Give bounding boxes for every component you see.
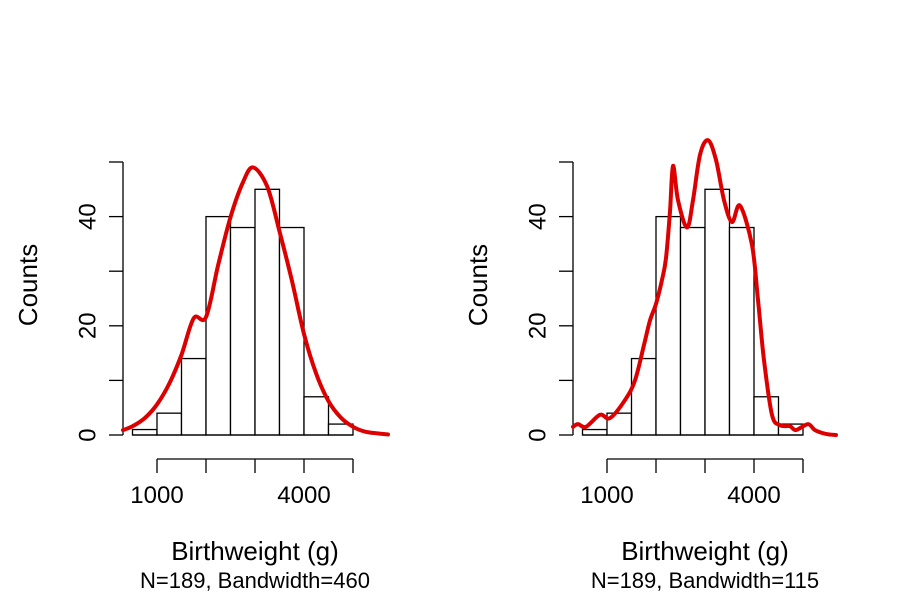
histogram-bar bbox=[679, 226, 706, 436]
histogram-bar bbox=[303, 396, 330, 436]
left-panel-histogram: 0 20 40 1000 4000 Counts Birthweight (g)N=189,… bbox=[13, 161, 390, 593]
x-tick-label: 1000 bbox=[130, 482, 183, 509]
histogram-bar bbox=[254, 188, 281, 436]
x-axis-title: Birthweight (g) bbox=[621, 536, 789, 566]
histogram-bar bbox=[753, 396, 780, 436]
y-tick-label: 20 bbox=[525, 312, 552, 339]
histogram-bar bbox=[205, 215, 232, 436]
histogram-bar bbox=[180, 357, 207, 436]
histogram-bar bbox=[728, 226, 755, 436]
y-tick-label: 0 bbox=[75, 428, 102, 441]
histogram-bar bbox=[278, 226, 305, 436]
y-tick-label: 40 bbox=[525, 203, 552, 230]
y-axis-title: Counts bbox=[13, 244, 43, 326]
histogram-bar bbox=[704, 188, 731, 436]
density-curve bbox=[120, 165, 390, 437]
x-axis-subtitle: N=189, Bandwidth=115 bbox=[591, 568, 819, 593]
x-tick-label: 4000 bbox=[277, 482, 330, 509]
histogram-bar bbox=[131, 428, 158, 436]
y-tick-label: 40 bbox=[75, 203, 102, 230]
right-panel-histogram: 0 20 40 1000 4000 Counts Birthweight (g)N=189,… bbox=[463, 138, 838, 593]
y-axis-title: Counts bbox=[463, 244, 493, 326]
x-axis-title: Birthweight (g) bbox=[171, 536, 339, 566]
y-tick-label: 20 bbox=[75, 312, 102, 339]
histogram-bar bbox=[581, 428, 608, 436]
x-axis-subtitle: N=189, Bandwidth=460 bbox=[140, 568, 370, 593]
x-tick-label: 1000 bbox=[580, 482, 633, 509]
y-tick-label: 0 bbox=[525, 428, 552, 441]
density-curve bbox=[570, 138, 838, 437]
histogram-bar bbox=[156, 412, 183, 436]
histogram-bar bbox=[229, 226, 256, 436]
x-tick-label: 4000 bbox=[727, 482, 780, 509]
histogram-bar bbox=[630, 357, 657, 436]
